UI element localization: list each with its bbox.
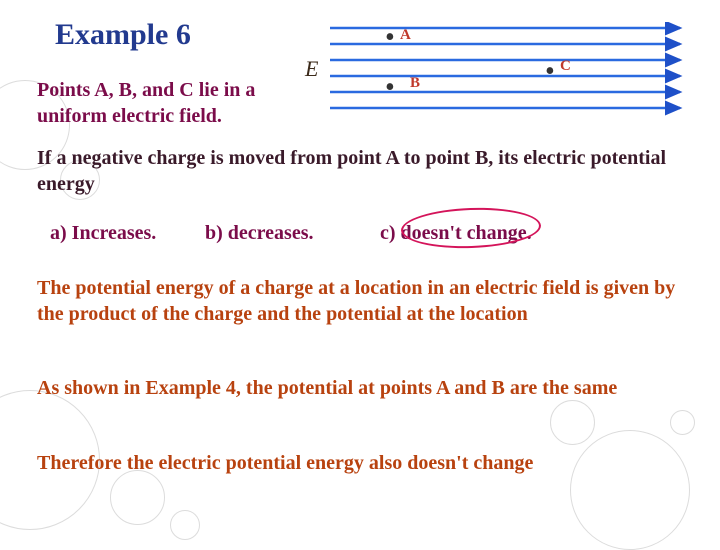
point-b-label: B [410,75,420,92]
example-title: Example 6 [55,18,191,52]
field-lines-svg [300,22,695,122]
field-lines [330,28,680,108]
option-b: b) decreases. [205,222,314,245]
explain-2: As shown in Example 4, the potential at … [37,375,677,401]
point-c-label: C [560,58,571,75]
point-a-label: A [400,27,411,44]
explain-3: Therefore the electric potential energy … [37,450,677,476]
intro-text: Points A, B, and C lie in a uniform elec… [37,77,292,129]
question-text: If a negative charge is moved from point… [37,145,677,197]
option-a: a) Increases. [50,222,156,245]
field-e-label: E [305,56,318,82]
explain-1: The potential energy of a charge at a lo… [37,275,692,327]
field-diagram: E • A • B • C [300,22,695,122]
